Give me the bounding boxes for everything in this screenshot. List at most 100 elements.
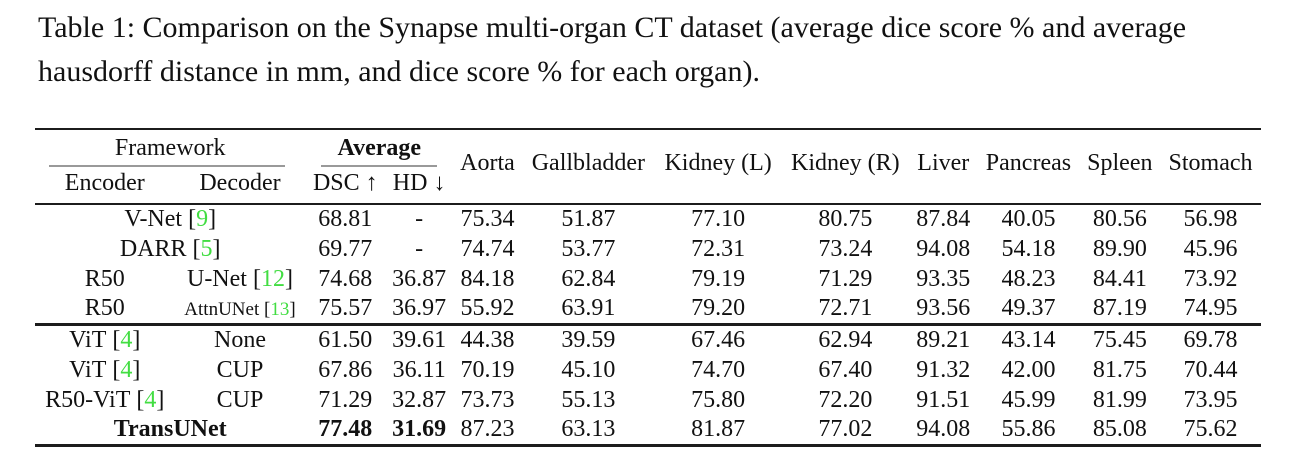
value-cell: 49.37 — [1001, 295, 1056, 322]
citation-link[interactable]: 5 — [200, 235, 213, 262]
method-name: U-Net [12] — [186, 265, 293, 292]
citation-link[interactable]: 12 — [260, 265, 285, 292]
citation-link[interactable]: 9 — [196, 206, 209, 233]
value-cell: 75.45 — [1079, 323, 1161, 356]
encoder-cell: ViT [4] — [35, 323, 175, 356]
value-cell: 94.08 — [916, 235, 971, 262]
value-cell: 80.75 — [781, 203, 910, 235]
value-cell: 36.97 — [392, 295, 447, 322]
value-cell: 54.18 — [1001, 235, 1056, 262]
value-cell: 75.62 — [1183, 416, 1238, 443]
method-name: ViT [4] — [69, 356, 141, 383]
hd-header: HD ↓ — [392, 169, 446, 196]
value-cell: 94.08 — [916, 416, 971, 443]
value-cell: 70.19 — [460, 356, 515, 383]
value-cell: 45.10 — [561, 356, 616, 383]
method-name: AttnUNet [13] — [184, 299, 296, 321]
value-cell: 48.23 — [1001, 265, 1056, 292]
value-cell: 67.40 — [818, 356, 873, 383]
value-cell: 71.29 — [318, 386, 373, 413]
citation-link[interactable]: 4 — [120, 327, 133, 354]
value-cell: 75.34 — [453, 203, 522, 235]
value-cell: 91.51 — [916, 386, 971, 413]
encoder-cell: ViT [4] — [35, 355, 175, 385]
table-row: V-Net [9] 68.81-75.34 51.87 77.10 80.75 87.84… — [35, 203, 1261, 235]
method-name: R50 — [84, 265, 125, 292]
value-cell: 87.23 — [460, 416, 515, 443]
value-cell: 87.19 — [1092, 295, 1147, 322]
value-cell: 79.20 — [691, 295, 746, 322]
value-cell: 72.31 — [691, 235, 746, 262]
table-caption: Table 1: Comparison on the Synapse multi… — [38, 11, 1187, 89]
value-cell: 62.94 — [781, 323, 910, 356]
value-cell: 71.29 — [818, 265, 873, 292]
table-row: R50 U-Net [12] 74.68 36.87 84.18 62.84 79.19 71… — [35, 264, 1261, 294]
decoder-cell: U-Net [12] — [175, 264, 306, 294]
method-name: ViT [4] — [69, 327, 141, 354]
value-cell: 93.35 — [916, 265, 971, 292]
value-cell: 73.24 — [818, 235, 873, 262]
citation-link[interactable]: 13 — [270, 299, 290, 321]
value-cell: 39.59 — [521, 323, 655, 356]
value-cell: 32.87 — [392, 386, 447, 413]
organ-header-stomach: Stomach — [1168, 149, 1253, 176]
value-cell: 87.84 — [909, 203, 978, 235]
decoder-cell: CUP — [175, 385, 306, 415]
value-cell: 55.92 — [460, 295, 515, 322]
organ-header-spleen: Spleen — [1087, 149, 1153, 176]
value-cell: 56.98 — [1160, 203, 1261, 235]
value-cell: 69.77 — [318, 235, 373, 262]
value-cell: 74.95 — [1183, 295, 1238, 322]
value-cell: 74.70 — [691, 356, 746, 383]
method-name: R50-ViT [4] — [45, 386, 165, 413]
value-cell: 74.74 — [460, 235, 515, 262]
value-cell: 75.57 — [318, 295, 373, 322]
value-cell: 75.80 — [691, 386, 746, 413]
table-row: ViT [4] None 61.50 39.61 44.38 39.59 67.46 62.9… — [35, 323, 1261, 356]
value-cell: 39.61 — [385, 323, 454, 356]
method-name: R50 — [84, 295, 125, 322]
average-label: Average — [337, 135, 422, 162]
table-row: R50 AttnUNet [13] 75.57 36.97 55.92 63.91 79.2… — [35, 294, 1261, 325]
method-name: None — [213, 327, 266, 354]
citation-link[interactable]: 4 — [144, 386, 157, 413]
encoder-cell: R50 — [35, 264, 175, 294]
citation-link[interactable]: 4 — [120, 356, 133, 383]
value-cell: 55.13 — [561, 386, 616, 413]
value-cell: 67.86 — [318, 356, 373, 383]
value-cell: 72.71 — [818, 295, 873, 322]
value-cell: 63.91 — [561, 295, 616, 322]
value-cell: 77.02 — [818, 416, 873, 443]
method-name: CUP — [216, 386, 264, 413]
sub-header-row: Encoder Decoder DSC ↑ HD ↓ — [35, 168, 1261, 204]
organ-header-kidney-r: Kidney (R) — [790, 149, 900, 176]
method-name: V-Net [9] — [124, 206, 217, 233]
value-cell: 85.08 — [1092, 416, 1147, 443]
table-body: V-Net [9] 68.81-75.34 51.87 77.10 80.75 87.84… — [35, 203, 1261, 446]
organ-header-aorta: Aorta — [460, 149, 515, 176]
encoder-cell: R50 — [35, 294, 175, 325]
method-name: CUP — [216, 356, 264, 383]
value-cell: - — [415, 235, 424, 262]
value-cell: 53.77 — [561, 235, 616, 262]
value-cell: 81.87 — [691, 416, 746, 443]
value-cell: 36.11 — [392, 356, 446, 383]
framework-label: Framework — [114, 135, 226, 162]
value-cell: 73.73 — [460, 386, 515, 413]
value-cell: 68.81 — [305, 203, 386, 235]
value-cell: 61.50 — [305, 323, 386, 356]
method-name: DARR [5] — [119, 235, 221, 262]
value-cell: 80.56 — [1079, 203, 1161, 235]
value-cell: 84.18 — [460, 265, 515, 292]
value-cell: - — [385, 203, 454, 235]
group-header-row: Framework Average Aorta Gallbladder Kidn… — [35, 129, 1261, 176]
results-table: Framework Average Aorta Gallbladder Kidn… — [35, 128, 1261, 448]
value-cell: 69.78 — [1160, 323, 1261, 356]
value-cell: 89.21 — [909, 323, 978, 356]
value-cell: 77.10 — [654, 203, 782, 235]
value-cell: 73.92 — [1183, 265, 1238, 292]
value-cell: 77.48 — [318, 416, 373, 443]
page: { "caption": { "text": "Table 1: Compari… — [0, 6, 1294, 468]
average-group-header: Average — [305, 129, 453, 168]
value-cell: 43.14 — [977, 323, 1080, 356]
